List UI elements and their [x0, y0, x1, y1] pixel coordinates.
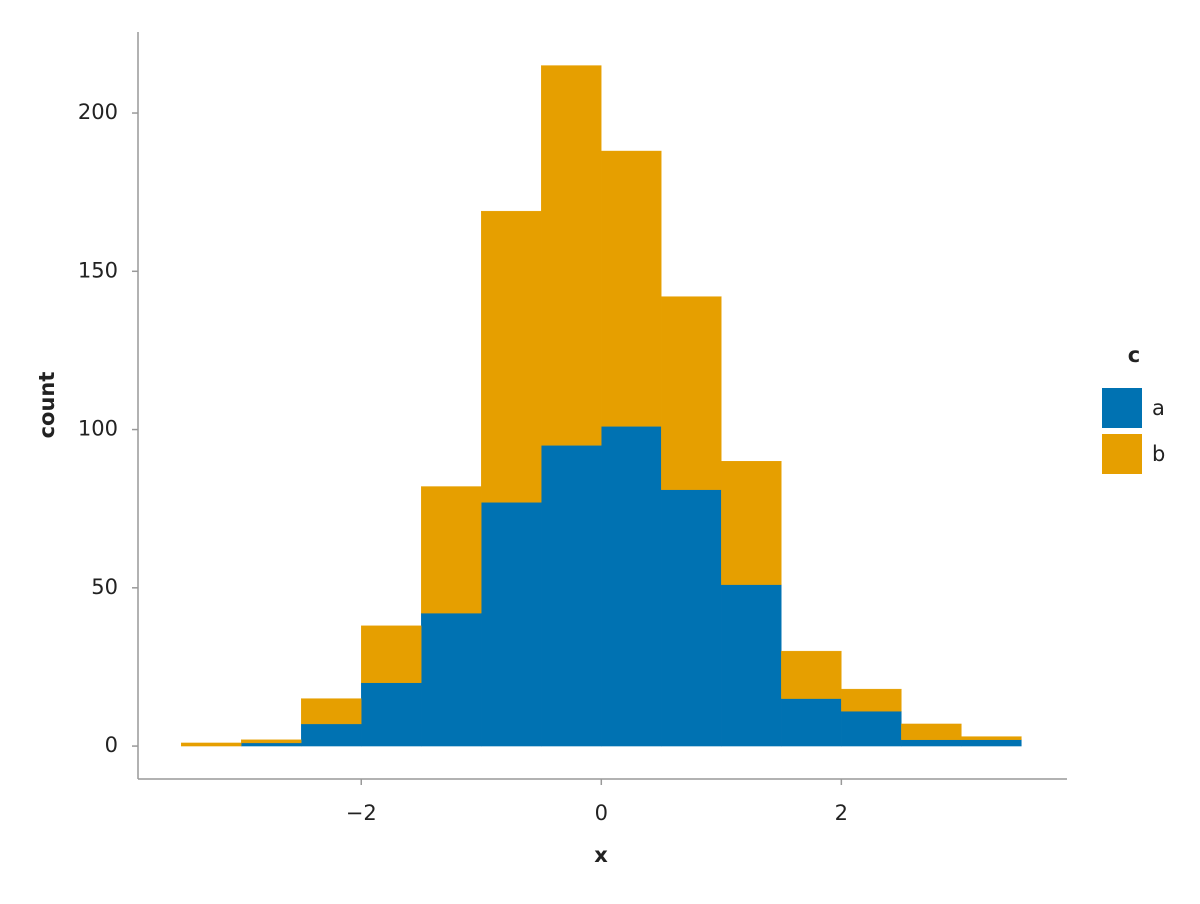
x-axis-label: x [594, 843, 608, 867]
bar [541, 445, 602, 747]
bar [781, 650, 842, 699]
bar [661, 489, 722, 747]
bar [721, 584, 782, 747]
bar [421, 486, 482, 614]
bar [841, 688, 902, 712]
y-tick-label: 0 [105, 733, 118, 757]
legend-title: c [1128, 343, 1140, 367]
y-tick-label: 100 [78, 417, 118, 441]
bar [661, 296, 722, 490]
legend-label: b [1152, 442, 1165, 466]
legend-swatch [1102, 388, 1142, 428]
bar [901, 723, 962, 740]
legend-swatch [1102, 434, 1142, 474]
bar [361, 682, 422, 747]
x-tick-label: 2 [835, 801, 848, 825]
bar [481, 210, 542, 503]
y-axis-label: count [35, 372, 59, 439]
bar [721, 461, 782, 585]
bar [961, 739, 1022, 747]
bar [301, 698, 362, 725]
bar [901, 739, 962, 747]
bar [241, 742, 302, 747]
bar [181, 742, 242, 747]
bar [961, 736, 1022, 740]
legend-label: a [1152, 396, 1165, 420]
x-tick-label: 0 [595, 801, 608, 825]
bar [361, 625, 422, 683]
bar [481, 502, 542, 747]
bar [301, 723, 362, 747]
bar [241, 739, 302, 744]
y-tick-label: 200 [78, 100, 118, 124]
bar [781, 698, 842, 747]
bar [601, 426, 662, 747]
bar [601, 150, 662, 427]
bar [421, 612, 482, 747]
y-tick-label: 50 [91, 575, 118, 599]
bar [541, 65, 602, 446]
x-tick-label: −2 [346, 801, 377, 825]
bar [841, 711, 902, 747]
y-tick-label: 150 [78, 258, 118, 282]
